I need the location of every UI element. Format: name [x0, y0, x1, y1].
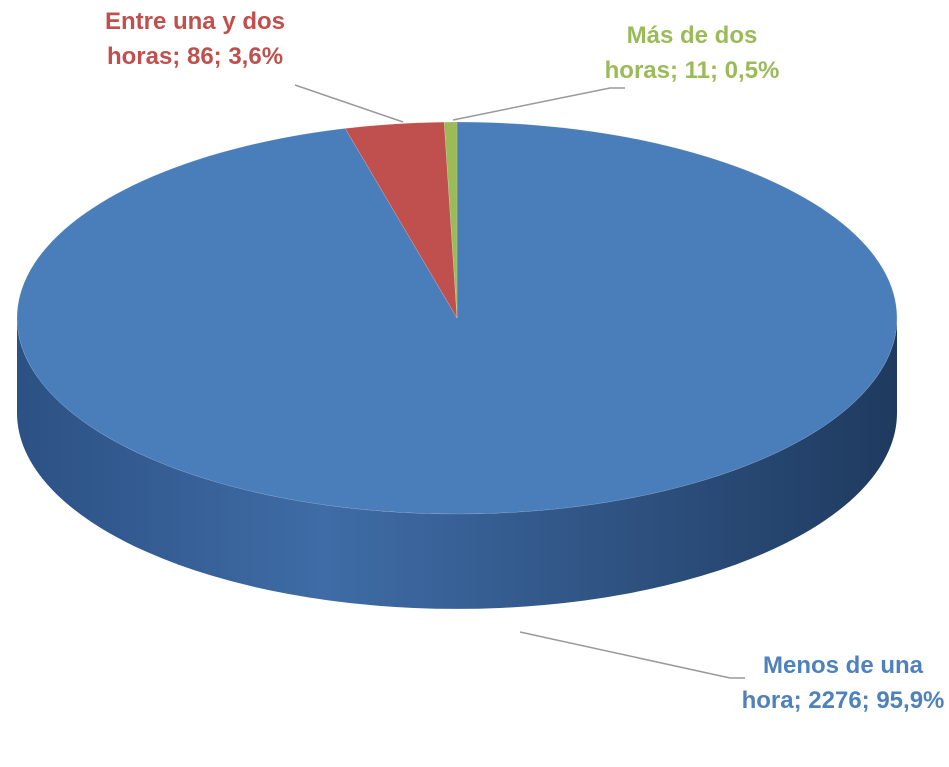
- slice: [16, 121, 898, 515]
- data-label: Más de dos horas; 11; 0,5%: [604, 22, 780, 84]
- data-label: Menos de una hora; 2276; 95,9%: [741, 652, 945, 714]
- leader-line: [294, 84, 404, 123]
- slice: [443, 121, 458, 319]
- slice: [344, 121, 458, 319]
- data-label: Entre una y dos horas; 86; 3,6%: [104, 8, 286, 70]
- leader-line: [519, 631, 745, 679]
- leader-line: [452, 87, 625, 121]
- slices: [16, 121, 898, 609]
- slice-side: [17, 318, 897, 609]
